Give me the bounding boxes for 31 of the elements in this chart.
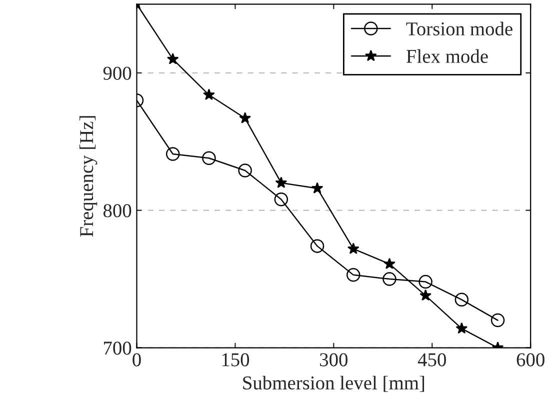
point: [420, 289, 432, 301]
y-axis-title: Frequency [Hz]: [79, 116, 98, 237]
legend-label: Flex mode: [406, 49, 488, 63]
point: [418, 274, 432, 289]
point: [239, 112, 251, 124]
point: [311, 182, 324, 194]
point: [166, 147, 180, 161]
point: [456, 322, 468, 334]
y-tick-label: 800: [103, 204, 132, 218]
point: [202, 151, 216, 165]
x-tick-label: 450: [418, 353, 446, 366]
y-tick-label: 700: [104, 342, 132, 355]
x-tick-label: 300: [320, 353, 348, 366]
point: [346, 268, 360, 282]
point: [382, 272, 396, 286]
point: [274, 192, 288, 206]
x-tick-label: 0: [132, 353, 141, 366]
x-tick-label: 600: [516, 353, 544, 366]
x-tick-label: 150: [222, 353, 250, 366]
point: [275, 176, 288, 188]
x-axis-title: Submersion level [mm]: [243, 376, 424, 392]
point: [384, 258, 396, 270]
point: [166, 52, 179, 64]
point: [490, 313, 505, 328]
point: [454, 292, 469, 307]
point: [310, 239, 324, 253]
y-tick-label: 900: [103, 66, 132, 80]
point: [347, 242, 360, 254]
point: [238, 164, 252, 178]
legend-label: Torsion mode: [406, 22, 512, 36]
point: [203, 88, 215, 100]
